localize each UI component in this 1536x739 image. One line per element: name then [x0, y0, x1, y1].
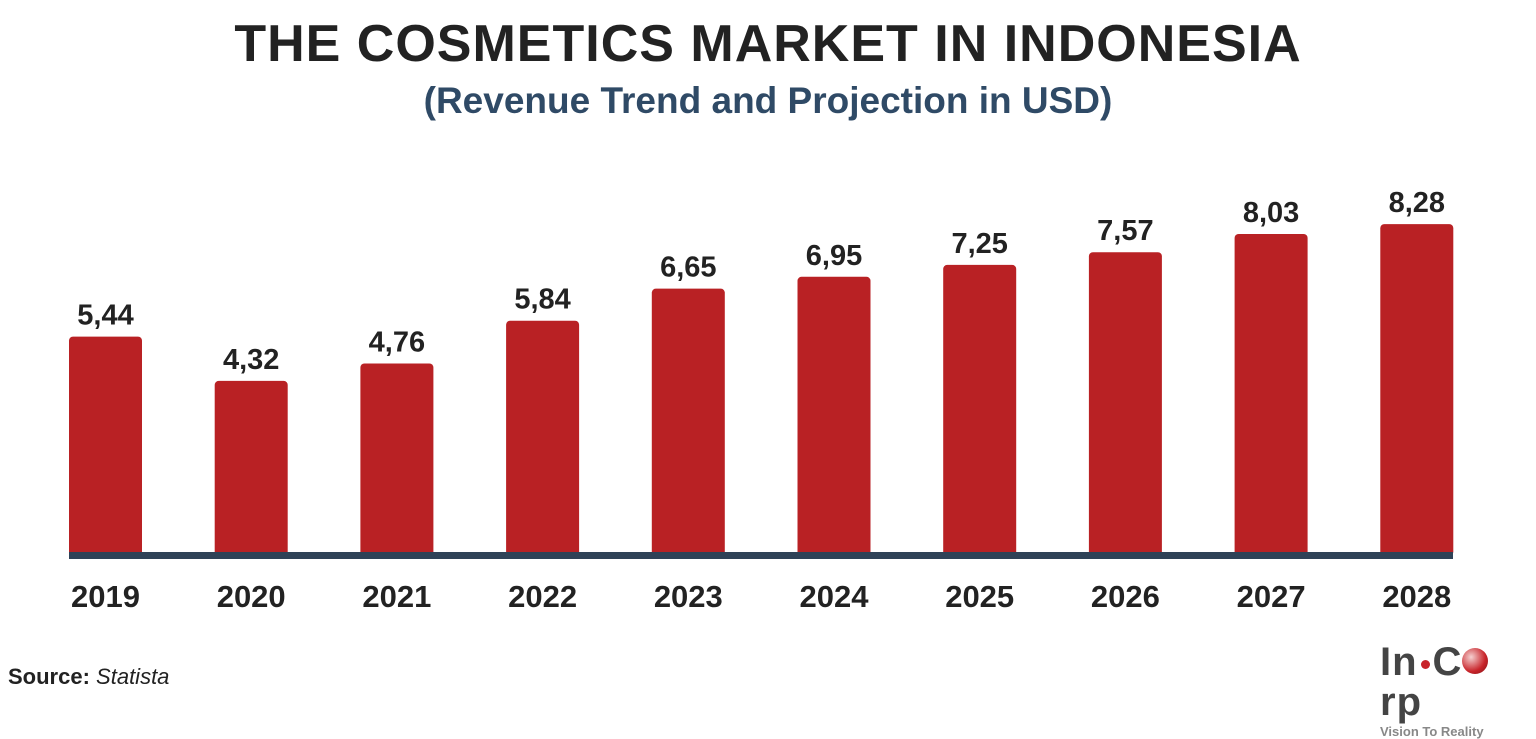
- data-label-2025: 7,25: [951, 228, 1007, 260]
- bar-2028: [1380, 224, 1454, 556]
- bar-2019: [69, 336, 142, 556]
- data-label-2024: 6,95: [806, 240, 862, 272]
- x-tick-label-2020: 2020: [217, 579, 286, 614]
- data-label-2021: 4,76: [369, 327, 425, 359]
- bar-2024: [797, 276, 871, 556]
- x-tick-label-2019: 2019: [71, 579, 140, 614]
- x-tick-label-2026: 2026: [1091, 579, 1160, 614]
- logo-dot-icon: [1420, 659, 1430, 669]
- chart-subtitle: (Revenue Trend and Projection in USD): [423, 80, 1113, 121]
- x-tick-label-2027: 2027: [1237, 579, 1306, 614]
- data-label-2023: 6,65: [660, 252, 716, 284]
- x-tick-label-2028: 2028: [1382, 579, 1451, 614]
- bar-2027: [1234, 234, 1308, 556]
- incorp-logo: In Crp Vision To Reality: [1380, 642, 1530, 739]
- data-label-2022: 5,84: [514, 284, 570, 316]
- bar-2021: [360, 363, 434, 556]
- bar-2023: [651, 288, 725, 556]
- data-label-2020: 4,32: [223, 344, 279, 376]
- chart-title: THE COSMETICS MARKET IN INDONESIA: [234, 15, 1302, 73]
- bar-2026: [1088, 252, 1162, 556]
- x-axis-line: [69, 552, 1453, 559]
- bar-2022: [506, 320, 580, 556]
- data-label-2019: 5,44: [77, 300, 133, 332]
- x-tick-label-2022: 2022: [508, 579, 577, 614]
- logo-text-right: rp: [1380, 680, 1422, 724]
- logo-tagline: Vision To Reality: [1380, 724, 1484, 739]
- bar-2020: [214, 380, 288, 556]
- x-tick-label-2024: 2024: [800, 579, 870, 614]
- globe-icon: [1462, 648, 1489, 675]
- data-label-2026: 7,57: [1097, 215, 1153, 247]
- bar-chart: 5,44 2019 4,32 2020 4,76 2021 5,84 2022 6,65 2023…: [69, 187, 1454, 614]
- logo-text-c: C: [1432, 640, 1463, 684]
- logo-text-left: In: [1380, 640, 1418, 684]
- source-note: Source: Statista: [8, 664, 169, 690]
- data-label-2027: 8,03: [1243, 197, 1299, 229]
- data-label-2028: 8,28: [1389, 187, 1445, 219]
- bar-2025: [943, 264, 1017, 556]
- source-label: Source:: [8, 664, 90, 689]
- x-tick-label-2021: 2021: [362, 579, 431, 614]
- x-tick-label-2023: 2023: [654, 579, 723, 614]
- source-value: Statista: [96, 664, 170, 689]
- x-tick-label-2025: 2025: [945, 579, 1014, 614]
